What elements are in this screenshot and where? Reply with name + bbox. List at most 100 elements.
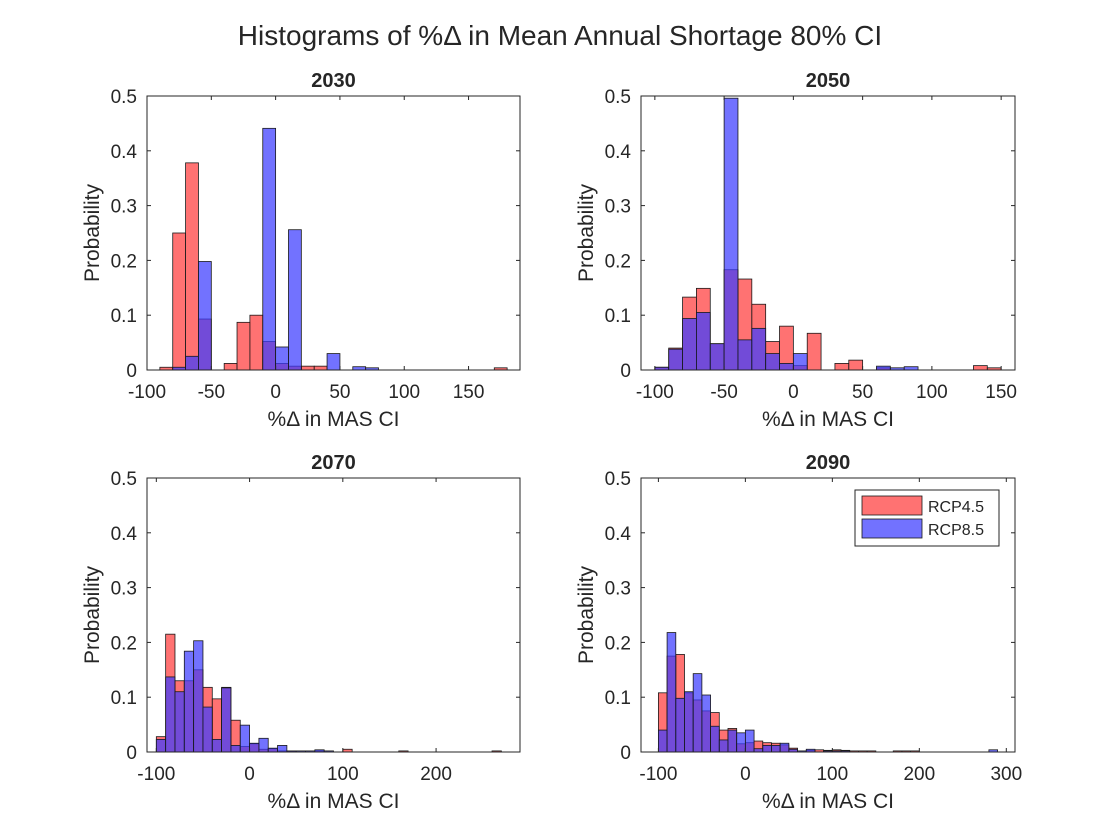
histogram-bar [762, 745, 772, 753]
histogram-bar [236, 321, 251, 371]
histogram-bar [326, 353, 341, 371]
figure-title: Histograms of %Δ in Mean Annual Shortage… [238, 20, 882, 51]
histogram-bar [198, 261, 212, 371]
histogram-bar [211, 738, 222, 753]
histogram-bar [684, 691, 694, 753]
histogram-bar [834, 363, 850, 371]
x-tick-label: 150 [985, 382, 1017, 403]
histogram-bar [666, 632, 677, 753]
histogram-bar [701, 694, 711, 753]
histogram-bar [751, 327, 767, 371]
panel-title: 2030 [311, 70, 356, 92]
panel-2090: -100 0 100 200 300 0 0.1 0.2 0.3 0.4 0.5 2090 %Δ in … [575, 452, 1022, 813]
y-tick-label: 0.2 [605, 251, 631, 272]
histogram-bar [262, 127, 277, 371]
y-tick-label: 0.4 [111, 524, 138, 545]
series-RCP8.5 [172, 127, 379, 371]
x-tick-label: 0 [788, 382, 799, 403]
panel-title: 2050 [806, 70, 851, 92]
histogram-bar [718, 739, 729, 753]
histogram-bar [221, 687, 232, 753]
y-tick-label: 0 [620, 743, 631, 764]
y-tick-label: 0.2 [111, 251, 137, 272]
histogram-bar [848, 359, 864, 371]
histogram-bar [249, 314, 264, 371]
y-tick-label: 0.3 [111, 197, 137, 218]
histogram-bar [202, 706, 213, 753]
legend: RCP4.5 RCP8.5 [854, 489, 1000, 547]
histogram-bar [771, 745, 781, 753]
y-tick-label: 0.5 [605, 469, 631, 490]
legend-swatch [861, 518, 923, 539]
y-tick-label: 0.5 [111, 469, 137, 490]
histogram-bar [973, 365, 988, 371]
histogram-bar [288, 229, 302, 371]
y-tick-label: 0.1 [605, 688, 631, 709]
histogram-bar [172, 232, 186, 371]
legend-label: RCP8.5 [928, 522, 984, 539]
histogram-bar [657, 729, 668, 753]
x-tick-label: 50 [852, 382, 873, 403]
x-tick-label: -50 [710, 382, 737, 403]
histogram-bar [223, 363, 238, 371]
y-tick-label: 0.4 [605, 142, 632, 163]
x-tick-label: 100 [327, 764, 359, 785]
y-tick-label: 0.4 [605, 524, 632, 545]
panels-container: -100 -50 0 50 100 150 0 0.1 0.2 0.3 0.4 0.5 2030 %Δ i… [81, 70, 1022, 813]
histogram-bar [174, 691, 185, 753]
histogram-bar [675, 697, 685, 753]
x-tick-label: 0 [270, 382, 281, 403]
histogram-bar [239, 724, 250, 753]
histogram-bar [710, 725, 720, 753]
legend-swatch [861, 495, 923, 516]
axes-box [146, 95, 521, 371]
y-tick-label: 0.2 [111, 633, 137, 654]
histogram-bar [185, 355, 199, 371]
x-tick-label: 100 [916, 382, 948, 403]
histogram-bar [185, 162, 199, 371]
panel-2030: -100 -50 0 50 100 150 0 0.1 0.2 0.3 0.4 0.5 2030 %Δ i… [81, 70, 521, 431]
x-tick-label: -100 [636, 382, 674, 403]
y-tick-label: 0.3 [605, 579, 631, 600]
y-tick-label: 0.5 [605, 87, 631, 108]
axes-box [640, 477, 1016, 753]
histogram-bar [806, 332, 822, 371]
y-tick-label: 0 [126, 361, 137, 382]
x-tick-label: 0 [244, 764, 255, 785]
histogram-bar [193, 640, 204, 753]
x-tick-label: -100 [137, 764, 175, 785]
histogram-bar [723, 97, 739, 371]
y-tick-label: 0.1 [111, 688, 137, 709]
histogram-bar [165, 676, 176, 753]
histogram-bar [736, 732, 746, 753]
histogram-bar [300, 365, 315, 371]
histogram-bar [779, 742, 790, 753]
x-tick-label: -100 [128, 382, 166, 403]
y-axis-label: Probability [81, 565, 104, 664]
histogram-bar [765, 353, 780, 371]
histogram-bar [258, 737, 269, 753]
x-tick-label: 150 [453, 382, 485, 403]
x-tick-label: 100 [388, 382, 420, 403]
histogram-bar [876, 365, 891, 371]
axes-box [146, 477, 521, 753]
y-axis-label: Probability [81, 183, 104, 282]
histogram-bar [668, 348, 683, 371]
axes-box [640, 95, 1016, 371]
histogram-bar [792, 353, 808, 371]
x-tick-label: 200 [420, 764, 452, 785]
y-tick-label: 0.1 [605, 306, 631, 327]
y-tick-label: 0.1 [111, 306, 137, 327]
y-tick-label: 0 [620, 361, 631, 382]
panel-title: 2070 [311, 452, 356, 474]
histogram-bar [744, 729, 755, 753]
histogram-bar [183, 650, 195, 753]
y-tick-label: 0.2 [605, 633, 631, 654]
y-tick-label: 0.3 [111, 579, 137, 600]
panel-2050: -100 -50 0 50 100 150 0 0.1 0.2 0.3 0.4 0.5 2050 %Δ i… [575, 70, 1017, 431]
x-tick-label: 300 [990, 764, 1022, 785]
x-tick-label: -100 [639, 764, 677, 785]
histogram-bar [275, 346, 289, 371]
